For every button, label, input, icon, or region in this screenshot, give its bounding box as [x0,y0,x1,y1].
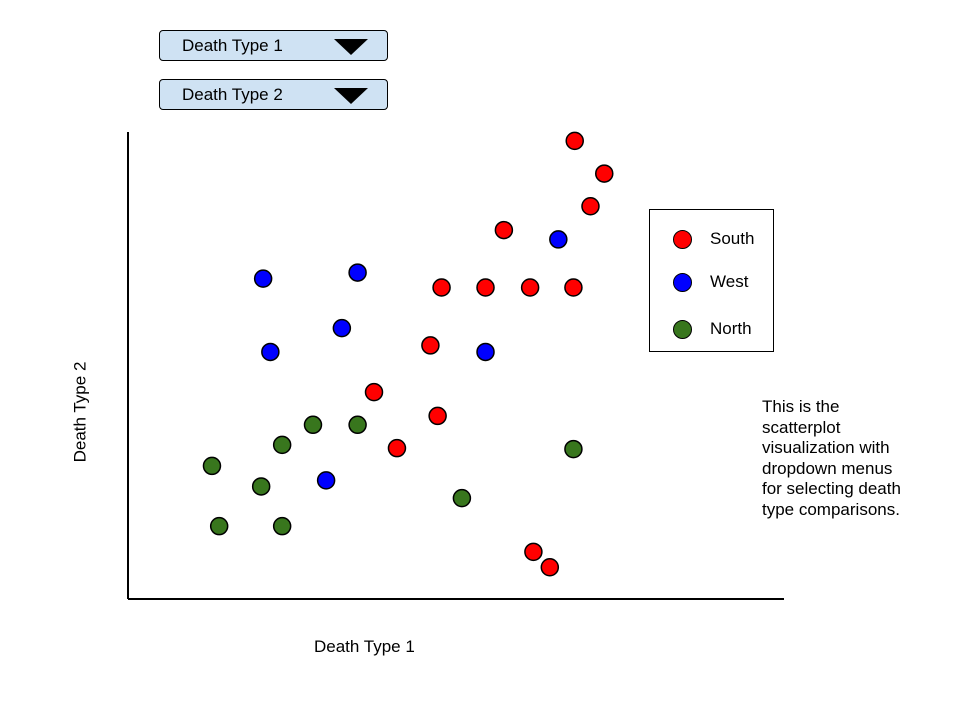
south-data-point [432,278,451,297]
west-marker-icon [673,273,692,292]
caption-text: This is the scatterplot visualization wi… [762,397,901,519]
dropdown-arrow-icon [334,88,368,104]
legend-label-west: West [710,272,749,291]
north-marker-icon [673,320,692,339]
north-data-point [564,439,583,459]
y-axis-label: Death Type 2 [70,361,90,463]
north-data-point [303,415,323,435]
north-data-point [251,477,271,496]
west-data-point [332,318,352,338]
south-data-point [387,438,407,458]
south-marker-icon [673,230,692,249]
north-data-point [452,488,472,508]
north-data-point [202,456,222,476]
legend-label-south: South [710,229,755,248]
legend: South West North [649,209,774,352]
legend-item-west: West [650,269,773,295]
west-data-point [348,263,367,282]
south-data-point [564,278,583,297]
legend-label-north: North [710,319,752,338]
dropdown-arrow-icon [334,39,368,55]
west-data-point [316,471,336,490]
north-data-point [348,415,367,435]
south-data-point [476,278,495,297]
death-type-2-dropdown-label: Death Type 2 [182,85,283,104]
south-data-point [524,542,543,562]
south-data-point [520,278,540,297]
north-data-point [209,516,229,536]
legend-item-north: North [650,316,773,342]
death-type-2-dropdown[interactable]: Death Type 2 [159,79,388,110]
west-data-point [261,342,280,362]
south-data-point [565,131,584,151]
west-data-point [549,230,568,249]
south-data-point [428,406,447,426]
west-data-point [253,269,273,288]
legend-item-south: South [650,226,773,252]
north-data-point [272,516,292,536]
west-data-point [476,342,495,362]
north-data-point [272,435,292,455]
south-data-point [364,382,384,402]
x-axis-label: Death Type 1 [314,637,415,656]
south-data-point [540,557,560,577]
south-data-point [421,336,440,355]
death-type-1-dropdown-label: Death Type 1 [182,36,283,55]
south-data-point [595,164,614,183]
death-type-1-dropdown[interactable]: Death Type 1 [159,30,388,61]
south-data-point [581,197,600,216]
south-data-point [494,220,514,240]
